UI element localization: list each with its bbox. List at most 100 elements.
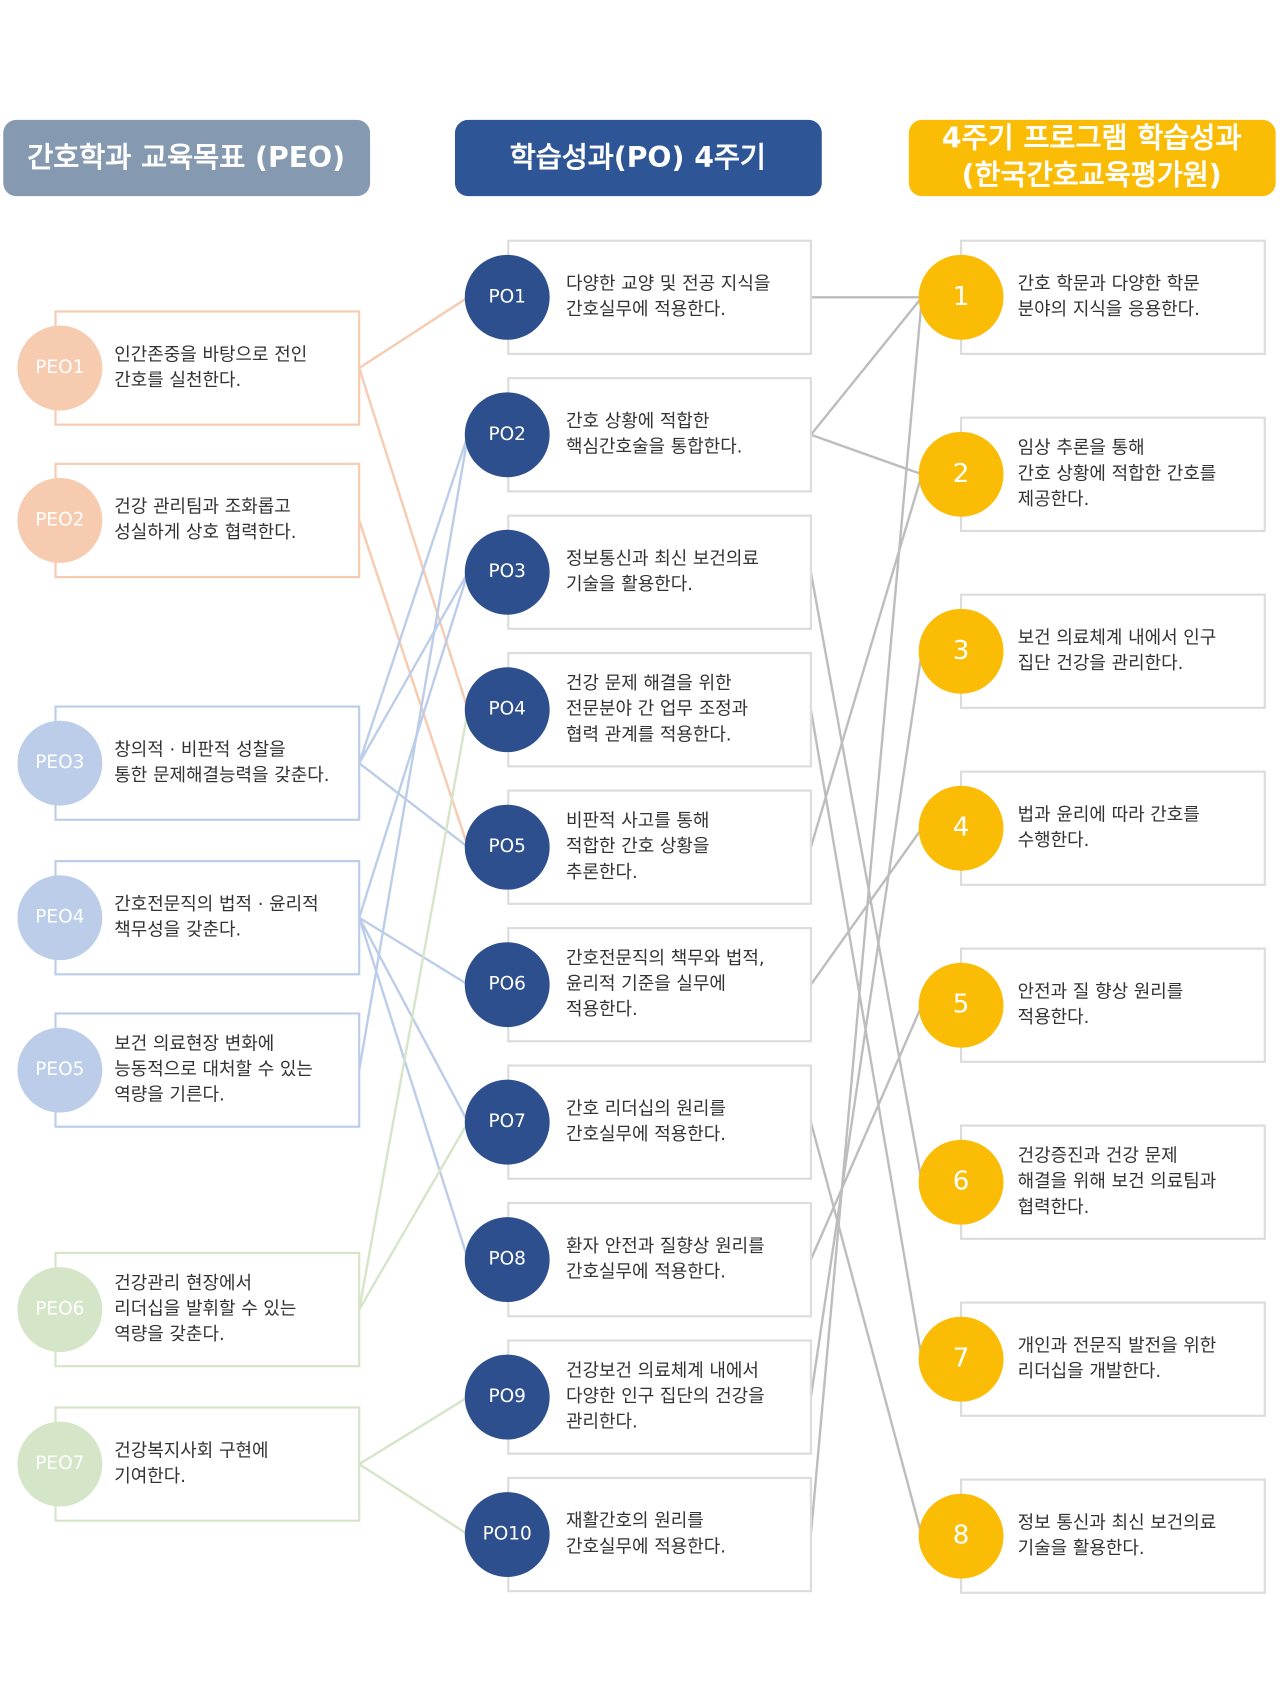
- peo-header: 간호학과 교육목표 (PEO): [27, 141, 345, 174]
- connection: [358, 709, 470, 1310]
- item-circle: [17, 1267, 103, 1353]
- item-circle: [17, 720, 103, 806]
- item-text: 간호전문직의 법적 · 윤리적: [114, 894, 318, 915]
- item-text: 개인과 전문직 발전을 위한: [1018, 1335, 1217, 1356]
- item-id: PO2: [488, 424, 526, 445]
- item-circle: [464, 942, 550, 1028]
- connection: [809, 709, 924, 1360]
- item-text: 능동적으로 대처할 수 있는: [114, 1059, 313, 1080]
- item-circle: [17, 325, 103, 411]
- item-text: 역량을 갖춘다.: [114, 1324, 224, 1345]
- item-box: [507, 789, 812, 905]
- item-circle: [464, 667, 550, 753]
- connection: [358, 571, 470, 919]
- item-circle: [464, 1492, 550, 1577]
- item-text: 간호실무에 적용한다.: [566, 1124, 726, 1145]
- connection: [809, 296, 923, 436]
- item-circle: [918, 1139, 1004, 1225]
- program-header: 4주기 프로그램 학습성과: [942, 121, 1242, 154]
- item-id: 1: [953, 282, 970, 312]
- connection: [358, 571, 470, 764]
- connection: [358, 367, 470, 711]
- connection: [809, 1004, 924, 1261]
- item-id: PO5: [488, 836, 526, 857]
- item-text: 기여한다.: [114, 1466, 186, 1487]
- connection: [358, 762, 469, 849]
- item-id: PO7: [488, 1111, 526, 1132]
- item-text: 간호실무에 적용한다.: [566, 1536, 726, 1557]
- item-id: PEO1: [35, 357, 84, 378]
- item-box: [507, 377, 812, 493]
- item-text: 전문분야 간 업무 조정과: [566, 699, 748, 720]
- item-text: 정보통신과 최신 보건의료: [566, 548, 759, 569]
- item-text: 건강관리 현장에서: [114, 1273, 252, 1294]
- item-box: [507, 1064, 812, 1180]
- item-text: 제공한다.: [1018, 489, 1090, 510]
- item-text: 건강보건 의료체계 내에서: [566, 1360, 759, 1381]
- item-text: 비판적 사고를 통해: [566, 811, 709, 832]
- item-text: 협력 관계를 적용한다.: [566, 724, 732, 745]
- connection: [810, 433, 923, 476]
- item-circle: [918, 431, 1004, 517]
- item-text: 간호실무에 적용한다.: [566, 299, 726, 320]
- item-box: [507, 239, 812, 355]
- item-box: [960, 239, 1266, 355]
- item-id: 3: [953, 636, 970, 666]
- item-text: 인간존중을 바탕으로 전인: [114, 344, 307, 365]
- item-id: PEO4: [35, 907, 84, 928]
- item-text: 건강증진과 건강 문제: [1018, 1146, 1178, 1167]
- item-text: 책무성을 갖춘다.: [114, 920, 241, 941]
- item-text: 간호를 실천한다.: [114, 370, 241, 391]
- item-box: [960, 593, 1266, 709]
- item-circle: [17, 477, 103, 563]
- item-id: 2: [953, 459, 970, 489]
- item-text: 간호 상황에 적합한: [566, 411, 709, 432]
- item-text: 역량을 기른다.: [114, 1085, 224, 1106]
- item-id: 6: [953, 1167, 970, 1197]
- item-id: PO4: [488, 699, 526, 720]
- connection: [358, 1463, 469, 1536]
- item-id: PO6: [488, 974, 526, 995]
- item-id: 8: [953, 1521, 970, 1551]
- item-id: 5: [953, 990, 970, 1020]
- connection: [358, 434, 470, 764]
- item-circle: [918, 608, 1004, 694]
- item-circle: [918, 1316, 1004, 1402]
- item-circle: [464, 392, 550, 478]
- item-text: 리더십을 발휘할 수 있는: [114, 1299, 296, 1320]
- item-box: [960, 1478, 1266, 1594]
- item-text: 보건 의료현장 변화에: [114, 1034, 274, 1055]
- item-text: 기술을 활용한다.: [566, 574, 693, 595]
- item-text: 재활간호의 원리를: [566, 1511, 704, 1532]
- item-id: PO1: [488, 286, 526, 307]
- item-text: 안전과 질 향상 원리를: [1018, 981, 1184, 1002]
- item-box: [507, 1201, 812, 1318]
- item-text: 핵심간호술을 통합한다.: [566, 437, 742, 458]
- program-header-bg: [908, 119, 1276, 197]
- item-circle: [918, 1493, 1004, 1579]
- item-text: 창의적 · 비판적 성찰을: [114, 739, 285, 760]
- item-id: PEO2: [35, 509, 84, 530]
- item-id: PEO7: [35, 1453, 84, 1474]
- item-text: 리더십을 개발한다.: [1018, 1361, 1161, 1382]
- item-circle: [464, 1217, 550, 1303]
- item-box: [960, 1124, 1266, 1240]
- item-id: PEO6: [35, 1299, 84, 1320]
- connection: [809, 572, 924, 1183]
- item-box: [507, 514, 812, 630]
- item-text: 간호 학문과 다양한 학문: [1018, 274, 1200, 295]
- item-text: 건강복지사회 구현에: [114, 1440, 268, 1461]
- item-box: [54, 705, 361, 821]
- item-text: 집단 건강을 관리한다.: [1018, 653, 1184, 674]
- item-id: PO9: [488, 1386, 526, 1407]
- item-id: PO3: [488, 561, 526, 582]
- item-text: 간호 상황에 적합한 간호를: [1018, 463, 1217, 484]
- item-text: 추론한다.: [566, 862, 638, 883]
- item-text: 건강 문제 해결을 위한: [566, 673, 732, 694]
- item-text: 기술을 활용한다.: [1018, 1538, 1145, 1559]
- item-text: 수행한다.: [1018, 830, 1090, 851]
- item-text: 협력한다.: [1018, 1197, 1090, 1218]
- item-text: 간호 리더십의 원리를: [566, 1098, 726, 1119]
- po-header-bg: [454, 119, 822, 197]
- item-id: PO10: [483, 1524, 532, 1545]
